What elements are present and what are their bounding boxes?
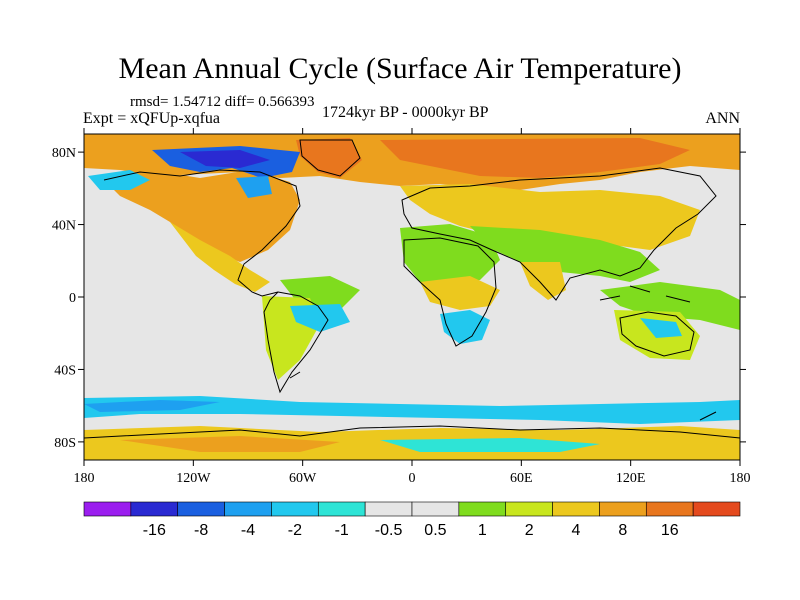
lon-tick-label: 0: [409, 471, 416, 486]
stats-text: rmsd= 1.54712 diff= 0.566393: [130, 94, 315, 110]
eurasia-warm: [400, 184, 700, 254]
coast-islands: [289, 285, 717, 421]
colorbar-swatch: [458, 501, 507, 517]
period-label: 1724kyr BP - 0000kyr BP: [322, 104, 489, 121]
colorbar-label: -4: [241, 522, 255, 539]
colorbar-label: -0.5: [375, 522, 403, 539]
lat-tick-label: 40N: [52, 219, 76, 234]
antarctica-cyan: [380, 438, 600, 452]
africa-south-cyan: [440, 310, 490, 344]
colorbar-label: 1: [478, 522, 487, 539]
coast-south-america: [263, 291, 329, 394]
colorbar-swatch: [364, 501, 413, 517]
colorbar-label: -16: [143, 522, 166, 539]
south-pacific-cyan: [290, 304, 350, 332]
map-field: [84, 134, 740, 460]
colorbar-label: -2: [288, 522, 302, 539]
coast-north-america: [103, 169, 301, 297]
lat-tick-label: 80N: [52, 146, 76, 161]
siberia-hot-region: [380, 138, 690, 178]
alaska-cyan: [88, 170, 150, 190]
southern-ocean-blue: [84, 400, 220, 412]
india-yellow: [520, 262, 566, 300]
colorbar-swatch: [411, 501, 460, 517]
lon-tick-label: 60E: [510, 471, 533, 486]
season-label: ANN: [705, 110, 740, 127]
colorbar-swatch: [271, 501, 319, 517]
hudson-cyan: [236, 176, 272, 198]
asia-green: [470, 226, 660, 282]
colorbar-swatch: [552, 501, 600, 517]
colorbar-swatch: [505, 501, 553, 517]
colorbar-swatch: [83, 501, 132, 517]
colorbar-label: 0.5: [424, 522, 446, 539]
coast-australia: [619, 311, 695, 357]
lon-tick-label: 60W: [289, 471, 317, 486]
colorbar: -16 -8 -4 -2 -1 -0.5 0.5 1 2 4 8 16: [83, 501, 741, 539]
coast-greenland: [299, 139, 361, 177]
colorbar-label: 8: [618, 522, 627, 539]
colorbar-label: 16: [661, 522, 679, 539]
coast-africa: [403, 237, 497, 347]
colorbar-label: -8: [194, 522, 208, 539]
colorbar-swatch: [645, 501, 694, 517]
colorbar-label: -1: [335, 522, 349, 539]
chart-title: Mean Annual Cycle (Surface Air Temperatu…: [118, 52, 682, 85]
colorbar-label: 2: [525, 522, 534, 539]
australia-cyan: [640, 318, 682, 338]
colorbar-swatch: [130, 501, 179, 517]
lat-tick-label: 0: [69, 291, 76, 306]
lon-tick-label: 180: [730, 471, 751, 486]
antarctica-orange: [120, 436, 340, 452]
lon-tick-label: 180: [74, 471, 95, 486]
canada-cold-core: [180, 150, 270, 168]
colorbar-swatch: [692, 501, 741, 517]
colorbar-swatch: [599, 501, 647, 517]
lon-tick-label: 120E: [616, 471, 646, 486]
experiment-label: Expt = xQFUp-xqfua: [83, 110, 221, 127]
coastlines: [84, 139, 740, 439]
north-africa-green: [400, 224, 500, 288]
lat-tick-label: 40S: [54, 363, 76, 378]
north-america-yellow: [170, 222, 270, 292]
coast-antarctica: [84, 425, 740, 439]
southern-ocean-band: [84, 396, 740, 424]
lat-tick-label: 80S: [54, 436, 76, 451]
colorbar-swatch: [317, 501, 366, 517]
lon-tick-label: 120W: [176, 471, 211, 486]
pacific-green: [600, 282, 740, 330]
greenland-region: [296, 138, 362, 178]
axis-ticks: 80N 40N 0 40S 80S 180 120W 60W 0 60E 120E 180: [52, 128, 751, 486]
colorbar-swatch: [224, 501, 272, 517]
colorbar-label: 4: [572, 522, 581, 539]
colorbar-swatch: [177, 501, 225, 517]
coast-europe-asia: [401, 167, 717, 301]
